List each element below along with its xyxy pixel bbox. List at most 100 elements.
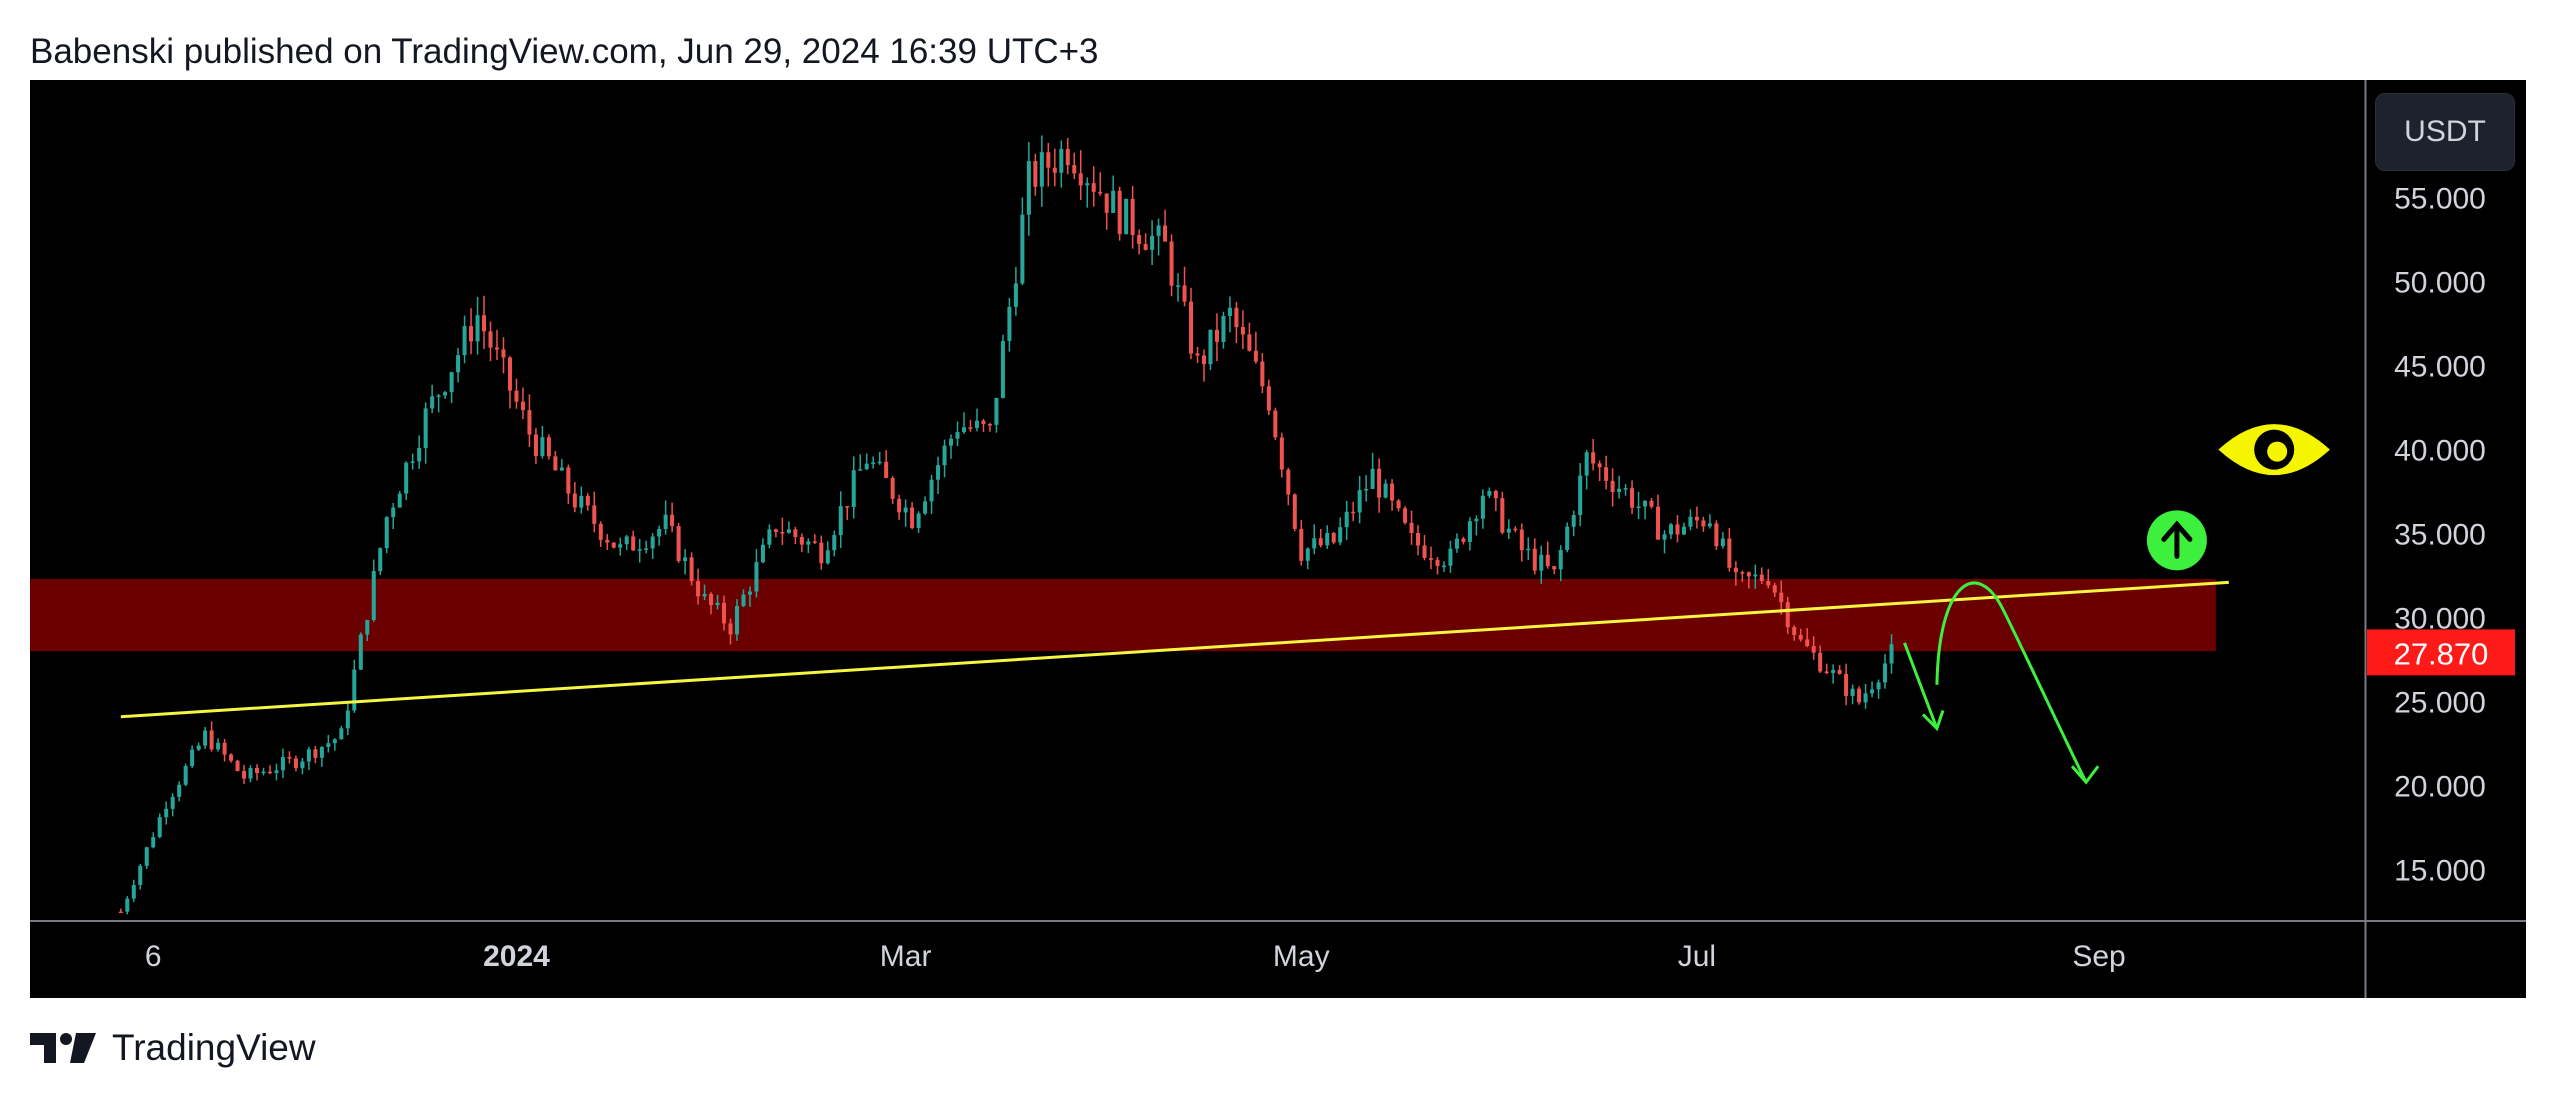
candle-body (229, 754, 234, 761)
candle-body (942, 445, 947, 466)
candle-body (812, 541, 817, 543)
candle-body (1156, 225, 1161, 236)
resistance-zone (30, 578, 2216, 652)
candle-body (1403, 508, 1408, 523)
brand-name: TradingView (112, 1027, 316, 1068)
candle-body (1623, 488, 1628, 490)
candle-body (1137, 235, 1142, 245)
candle-body (1844, 673, 1849, 696)
candle-body (1338, 527, 1343, 543)
candle-body (1260, 361, 1265, 387)
candle-body (280, 757, 285, 771)
candle-body (916, 513, 921, 528)
candle-body (747, 591, 752, 595)
candle-body (267, 771, 272, 774)
candle-body (1370, 468, 1375, 489)
projected-path-arrow-head (2070, 765, 2100, 785)
candle-body (1714, 523, 1719, 547)
candle-body (1681, 526, 1686, 535)
candle-body (1377, 468, 1382, 498)
candle-body (423, 408, 428, 449)
candle-body (1857, 688, 1862, 703)
candle-body (1072, 165, 1077, 174)
candle-body (1104, 193, 1109, 213)
candle-body (1727, 538, 1732, 568)
price-chart[interactable]: 15.00020.00025.00030.00035.00040.00045.0… (30, 80, 2526, 998)
candle-body (475, 315, 480, 342)
candle-body (1169, 241, 1174, 286)
candle-body (845, 506, 850, 508)
candle-body (1850, 688, 1855, 696)
currency-button[interactable]: USDT (2375, 93, 2515, 171)
candle-body (799, 536, 804, 545)
eye-iris (2267, 441, 2288, 462)
candle-body (994, 397, 999, 425)
candle-body (1863, 693, 1868, 703)
candle-body (462, 326, 467, 356)
candle-body (780, 532, 785, 534)
candle-body (1111, 190, 1116, 213)
candle-body (540, 437, 545, 457)
chart-panel[interactable]: 15.000 20.000 25.000 30.000 35.000 40.000 45.0… (30, 80, 2526, 998)
candle-body (300, 761, 305, 769)
candle-body (1428, 558, 1434, 560)
candle-body (293, 758, 298, 769)
candle-body (741, 594, 746, 607)
candle-body (871, 462, 876, 465)
candle-body (657, 529, 662, 537)
candle-body (1189, 301, 1194, 354)
candle-body (313, 749, 318, 758)
candle-body (974, 420, 979, 428)
candle-body (196, 745, 201, 750)
candle-body (404, 462, 409, 494)
tradingview-logo[interactable]: TradingView (30, 1024, 316, 1072)
candle-body (1201, 355, 1206, 365)
candle-body (838, 506, 843, 536)
candle-body (391, 507, 396, 518)
candle-body (125, 898, 130, 912)
candle-body (494, 347, 500, 350)
candle-body (955, 432, 960, 439)
candle-body (1643, 500, 1648, 507)
candle-body (1331, 533, 1336, 543)
candle-body (203, 730, 208, 746)
candle-body (1610, 480, 1615, 492)
candle-body (1357, 490, 1362, 513)
candle-body (585, 495, 590, 506)
candle-body (1091, 183, 1096, 192)
candle-body (1811, 646, 1816, 653)
candle-body (1889, 644, 1894, 664)
candle-body (644, 548, 649, 550)
candle-body (559, 467, 564, 471)
candle-body (1396, 500, 1401, 509)
candle-body (1305, 548, 1310, 561)
candle-body (734, 606, 739, 635)
candle-body (1325, 533, 1330, 546)
candle-body (1636, 506, 1641, 508)
candle-body (1604, 467, 1609, 481)
candle-body (1662, 534, 1667, 540)
candle-body (371, 571, 376, 621)
x-tick-label: Sep (2072, 940, 2125, 973)
candle-body (1026, 161, 1031, 215)
candle-body (1558, 550, 1563, 570)
candle-body (1694, 516, 1699, 521)
trendline (120, 580, 2229, 719)
y-tick-label: 50.000 (2394, 267, 2486, 300)
candle-body (1078, 173, 1083, 186)
candle-body (1837, 669, 1842, 674)
candle-body (1668, 524, 1673, 535)
candle-body (663, 514, 668, 530)
candle-body (1779, 592, 1784, 603)
candle-body (1597, 463, 1602, 468)
candle-body (183, 766, 188, 785)
candle-body (1351, 511, 1356, 514)
candle-body (923, 501, 928, 514)
candle-body (760, 544, 765, 563)
candle-body (1318, 538, 1323, 546)
candle-body (1818, 652, 1823, 672)
candle-body (1740, 572, 1745, 574)
candle-body (890, 477, 895, 499)
candle-body (1364, 488, 1369, 491)
candle-body (1344, 511, 1349, 528)
